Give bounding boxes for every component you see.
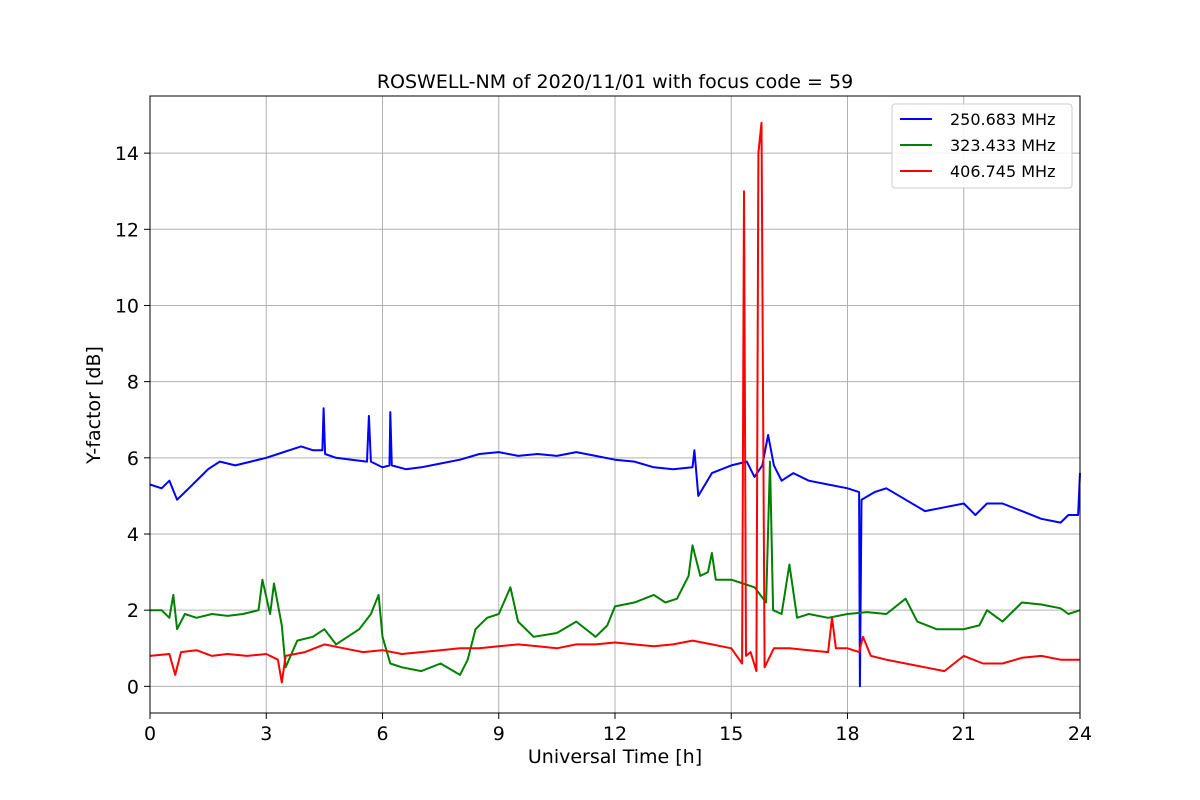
- legend-label-1: 250.683 MHz: [950, 110, 1055, 129]
- chart-title: ROSWELL-NM of 2020/11/01 with focus code…: [377, 71, 853, 93]
- y-tick-label: 0: [127, 676, 139, 698]
- x-tick-label: 6: [376, 723, 388, 745]
- x-tick-label: 21: [952, 723, 976, 745]
- y-tick-label: 10: [115, 295, 139, 317]
- x-tick-label: 9: [493, 723, 505, 745]
- legend-box: [891, 103, 1073, 189]
- x-tick-label: 15: [719, 723, 743, 745]
- y-tick-label: 8: [127, 372, 139, 394]
- x-tick-label: 0: [144, 723, 156, 745]
- legend-label-2: 323.433 MHz: [950, 136, 1055, 155]
- x-tick-label: 3: [260, 723, 272, 745]
- y-tick-label: 12: [115, 219, 139, 241]
- x-tick-label: 24: [1068, 723, 1092, 745]
- series-line-1: [149, 407, 1081, 688]
- series-line-3: [149, 121, 1080, 684]
- series-line-2: [150, 460, 1081, 676]
- series-layer: [149, 121, 1081, 688]
- legend-label-3: 406.745 MHz: [950, 162, 1055, 181]
- y-axis-label: Y-factor [dB]: [83, 346, 105, 465]
- y-tick-label: 2: [127, 600, 139, 622]
- x-tick-label: 18: [835, 723, 859, 745]
- x-axis-label: Universal Time [h]: [528, 746, 702, 768]
- x-tick-label: 12: [603, 723, 627, 745]
- y-tick-label: 4: [127, 524, 139, 546]
- y-tick-label: 14: [115, 143, 139, 165]
- legend: 250.683 MHz 323.433 MHz 406.745 MHz: [891, 103, 1073, 189]
- y-tick-label: 6: [127, 448, 139, 470]
